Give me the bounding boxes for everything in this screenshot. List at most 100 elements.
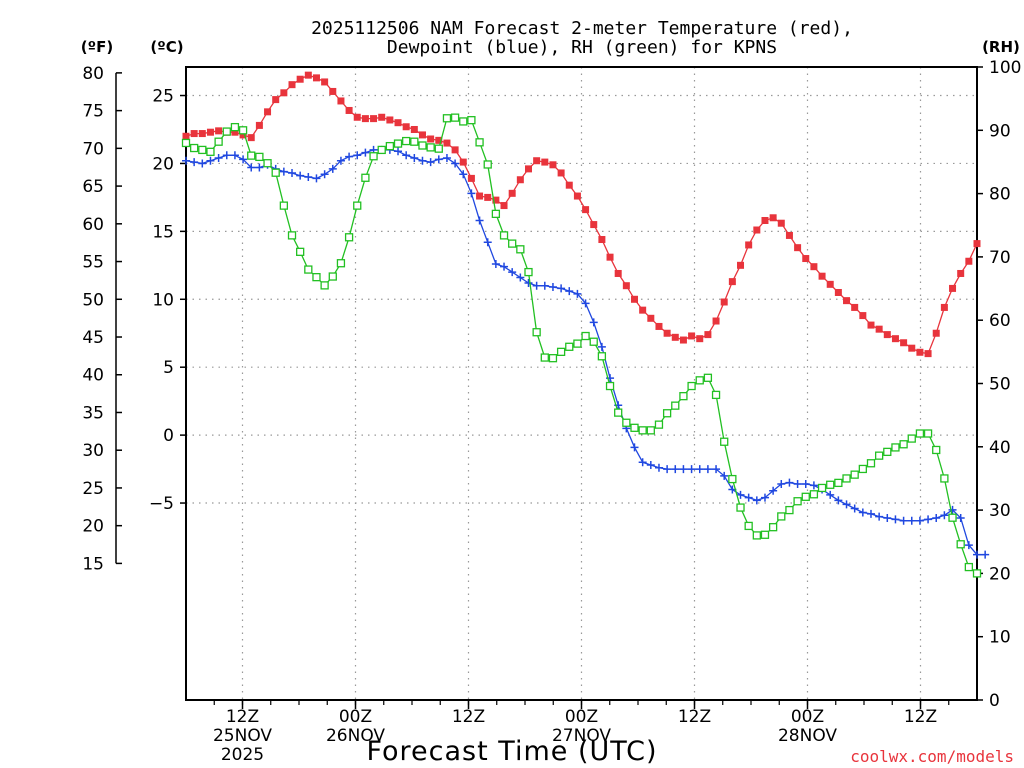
rh-point — [597, 352, 607, 361]
temperature-point — [304, 71, 312, 79]
rh-point — [328, 272, 337, 281]
dewpoint-point — [516, 273, 525, 282]
temperature-point — [761, 216, 769, 224]
temperature-point — [329, 87, 337, 95]
x-tick-label: 28NOV — [778, 726, 837, 746]
temperature-point — [875, 325, 883, 333]
temperature-point — [541, 158, 549, 166]
dewpoint-point — [752, 496, 761, 505]
temperature-point — [728, 278, 736, 286]
rh-point — [744, 521, 753, 531]
rh-point — [630, 423, 639, 432]
rh-point — [687, 381, 696, 391]
rh-point — [907, 434, 916, 443]
rh-point — [304, 265, 313, 274]
dewpoint-point — [573, 289, 582, 298]
x-tick-label: 26NOV — [326, 726, 385, 746]
fahrenheit-tick-label: 55 — [82, 253, 104, 273]
rh-point — [899, 440, 908, 449]
rh-point — [614, 408, 623, 417]
x-axis-title: Forecast Time (UTC) — [366, 736, 657, 767]
dewpoint-point — [475, 216, 484, 225]
temperature-point — [247, 134, 255, 142]
dewpoint-point — [500, 262, 509, 271]
temperature-point — [631, 295, 639, 303]
temperature-point — [476, 192, 484, 200]
temperature-point — [867, 321, 875, 329]
x-tick-label: 12Z — [904, 707, 937, 727]
temperature-point — [215, 127, 223, 135]
temperature-point — [655, 322, 663, 330]
rh-point — [956, 540, 965, 549]
fahrenheit-tick-label: 35 — [82, 403, 104, 423]
dewpoint-point — [353, 151, 362, 160]
rh-point — [948, 513, 957, 522]
dewpoint-point — [288, 168, 297, 177]
temperature-point — [239, 131, 247, 139]
dewpoint-point — [793, 480, 802, 489]
rh-point — [516, 245, 525, 254]
dewpoint-point — [418, 156, 427, 165]
x-tick-label: 27NOV — [552, 726, 611, 746]
rh-point — [524, 267, 533, 277]
fahrenheit-tick-label: 80 — [82, 64, 104, 84]
temperature-point — [973, 240, 981, 248]
temperature-point — [826, 280, 834, 288]
rh-point — [442, 114, 452, 123]
temperature-point — [378, 113, 386, 121]
dewpoint-point — [190, 158, 199, 167]
temperature-point — [810, 263, 818, 271]
celsius-tick-label: 20 — [152, 154, 174, 174]
gridlines — [186, 67, 977, 700]
rh-point — [768, 523, 778, 532]
dewpoint-point — [785, 478, 794, 487]
rh-point — [418, 141, 427, 150]
temperature-point — [712, 317, 720, 325]
temperature-point — [443, 139, 451, 147]
temperature-point — [370, 115, 378, 123]
axes: 80757065605550454035302520152520151050−5… — [82, 58, 1021, 711]
temperature-point — [524, 165, 532, 173]
fahrenheit-axis-label: (ºF) — [81, 38, 113, 56]
dewpoint-point — [842, 500, 851, 509]
rh-point — [369, 152, 378, 161]
credit-text: coolwx.com/models — [850, 747, 1014, 766]
dewpoint-point — [744, 493, 753, 502]
temperature-point — [957, 269, 965, 277]
temperature-point — [516, 176, 524, 184]
rh-point — [336, 259, 346, 268]
rh-point — [263, 159, 272, 168]
temperature-point — [924, 350, 932, 358]
rh-point — [728, 474, 737, 484]
temperature-point — [843, 297, 851, 305]
temperature-point — [949, 284, 957, 292]
rh-point — [214, 137, 223, 146]
fahrenheit-tick-label: 25 — [82, 479, 104, 499]
dewpoint-point — [809, 481, 818, 490]
dewpoint-point — [532, 281, 541, 290]
rh-point — [410, 137, 419, 146]
dewpoint-point — [402, 151, 411, 160]
temperature-point — [296, 75, 304, 83]
temperature-point — [451, 146, 459, 154]
rh-point — [834, 478, 843, 488]
dewpoint-point — [581, 299, 590, 308]
dewpoint-point — [736, 490, 745, 499]
celsius-tick-label: 0 — [163, 426, 174, 446]
rh-point — [964, 562, 973, 572]
rh-tick-label: 100 — [989, 58, 1021, 78]
rh-point — [206, 147, 215, 156]
rh-point — [287, 231, 297, 240]
dewpoint-point — [255, 163, 264, 172]
temperature-point — [459, 158, 467, 166]
dewpoint-point — [361, 148, 370, 157]
dewpoint-point — [932, 513, 941, 522]
rh-point — [508, 239, 517, 248]
rh-point — [793, 497, 802, 506]
dewpoint-point — [336, 156, 345, 165]
temperature-point — [386, 116, 394, 124]
temperature-point — [802, 255, 810, 263]
temperature-point — [500, 202, 508, 210]
temperature-point — [280, 89, 288, 97]
temperature-point — [965, 257, 973, 265]
